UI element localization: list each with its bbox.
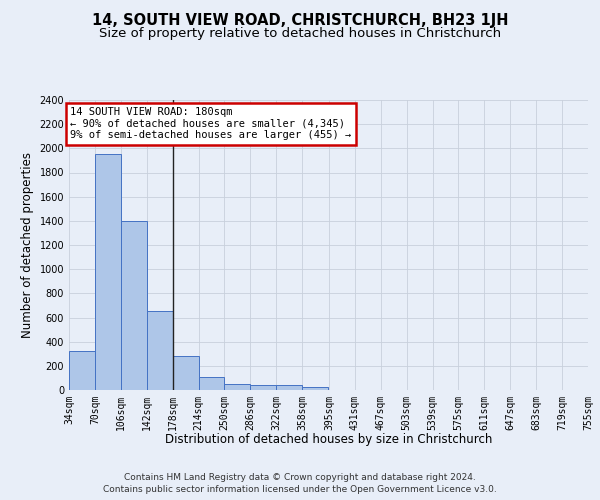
Bar: [147, 312, 173, 390]
Text: 14 SOUTH VIEW ROAD: 180sqm
← 90% of detached houses are smaller (4,345)
9% of se: 14 SOUTH VIEW ROAD: 180sqm ← 90% of deta…: [70, 108, 352, 140]
Text: Contains public sector information licensed under the Open Government Licence v3: Contains public sector information licen…: [103, 485, 497, 494]
Y-axis label: Number of detached properties: Number of detached properties: [21, 152, 34, 338]
Bar: [69, 350, 95, 390]
Text: 14, SOUTH VIEW ROAD, CHRISTCHURCH, BH23 1JH: 14, SOUTH VIEW ROAD, CHRISTCHURCH, BH23 …: [92, 12, 508, 28]
Bar: [250, 384, 277, 390]
Bar: [121, 221, 147, 390]
Bar: [95, 154, 121, 390]
Text: Distribution of detached houses by size in Christchurch: Distribution of detached houses by size …: [165, 432, 493, 446]
Bar: [302, 387, 328, 390]
Bar: [199, 378, 224, 390]
Bar: [277, 385, 302, 390]
Text: Size of property relative to detached houses in Christchurch: Size of property relative to detached ho…: [99, 28, 501, 40]
Bar: [224, 384, 250, 390]
Text: Contains HM Land Registry data © Crown copyright and database right 2024.: Contains HM Land Registry data © Crown c…: [124, 472, 476, 482]
Bar: [173, 356, 199, 390]
